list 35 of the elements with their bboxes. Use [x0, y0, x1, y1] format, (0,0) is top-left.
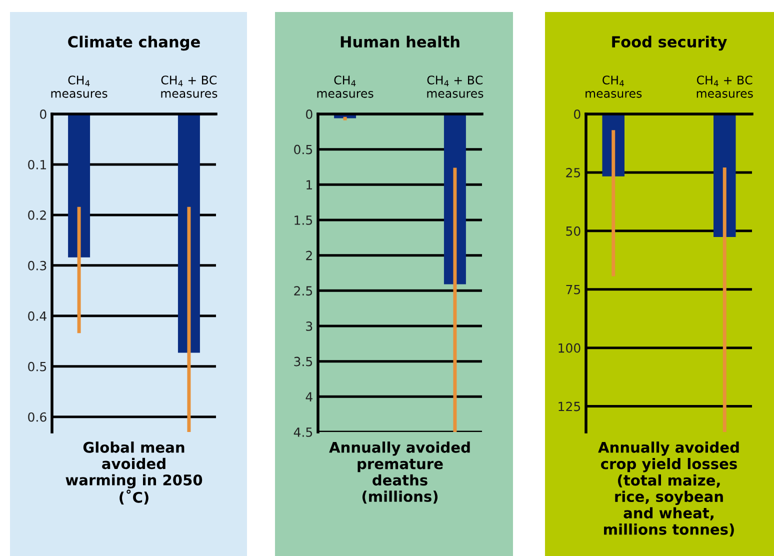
y-tick-label: 50 [566, 226, 580, 236]
y-tick-label: 4.5 [294, 428, 312, 437]
y-tick-label: 0 [306, 109, 312, 119]
y-tick-label: 0.6 [28, 412, 46, 422]
chart-title: Climate change [68, 36, 200, 51]
x-axis-title: Annually avoided crop yield losses (total maize, rice, soybean and wheat, millions tonnes) [598, 442, 739, 537]
y-tick-label: 3.5 [294, 356, 312, 366]
y-tick-label: 100 [558, 343, 580, 353]
y-tick-label: 0 [40, 109, 46, 119]
x-axis-title: Global mean avoided warming in 2050 (˚C) [66, 442, 202, 505]
y-tick-label: 2.5 [294, 286, 312, 296]
x-tick-label: CH$_{4}$ measures [317, 76, 374, 98]
chart-title: Food security [612, 36, 727, 51]
y-tick-label: 1 [306, 180, 312, 190]
y-tick-label: 25 [566, 168, 580, 178]
y-tick-label: 2 [306, 250, 312, 260]
y-tick-label: 1.5 [294, 216, 312, 225]
y-tick-label: 0.5 [28, 362, 46, 372]
x-axis-title: Annually avoided premature deaths (millions) [329, 442, 470, 504]
x-tick-label: CH$_{4}$ + BC measures [427, 76, 484, 98]
y-tick-label: 0 [574, 109, 580, 119]
y-tick-label: 0.4 [28, 311, 46, 321]
y-tick-label: 125 [558, 402, 580, 412]
x-tick-label: CH$_{4}$ measures [586, 76, 642, 98]
y-tick-label: 0.5 [294, 144, 312, 154]
x-tick-label: CH$_{4}$ + BC measures [696, 76, 753, 98]
y-tick-label: 0.3 [28, 260, 46, 270]
x-tick-label: CH$_{4}$ + BC measures [161, 76, 218, 98]
y-tick-label: 75 [566, 285, 580, 294]
y-tick-label: 4 [306, 392, 312, 402]
chart-title: Human health [340, 36, 460, 48]
y-tick-label: 3 [306, 321, 312, 331]
y-tick-label: 0.2 [28, 210, 46, 220]
x-tick-label: CH$_{4}$ measures [51, 76, 108, 98]
y-tick-label: 0.1 [28, 160, 46, 170]
